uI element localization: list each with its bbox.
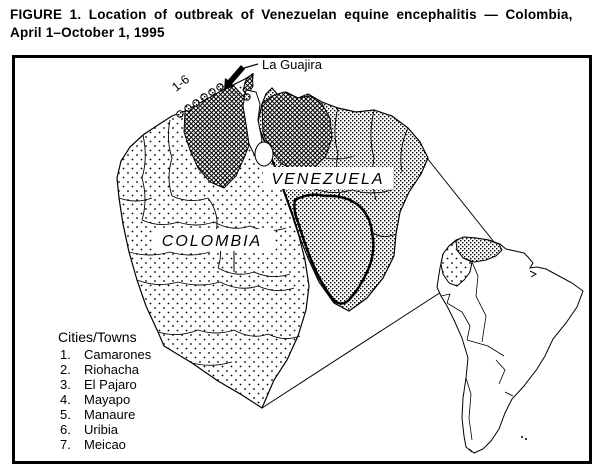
border-line: [446, 302, 471, 341]
city-marker: [216, 83, 224, 91]
legend-item-num: 6.: [60, 422, 71, 437]
city-marker: [192, 99, 200, 107]
legend-item-name: Uribia: [84, 422, 119, 437]
border-line: [311, 187, 393, 194]
city-marker: [200, 93, 208, 101]
border-line: [219, 281, 295, 291]
border-line: [141, 219, 215, 226]
border-line: [466, 339, 505, 357]
border-line: [128, 251, 211, 256]
legend-item-num: 7.: [60, 437, 71, 452]
border-line: [141, 134, 146, 221]
legend-item-num: 4.: [60, 392, 71, 407]
legend-item-num: 3.: [60, 377, 71, 392]
legend-item-name: Riohacha: [84, 362, 140, 377]
border-line: [191, 361, 233, 366]
la-guajira-leader-line: [243, 63, 259, 69]
legend: Cities/Towns 1. Camarones 2. Riohacha 3.…: [58, 329, 152, 452]
inset-map-south-america: [436, 236, 584, 454]
legend-item-name: Meicao: [84, 437, 126, 452]
city-marker: [176, 110, 184, 118]
lake-maracaibo: [254, 141, 274, 167]
legend-title: Cities/Towns: [58, 329, 137, 345]
venezuela-amazonas-state: [293, 193, 375, 305]
city-marker: [208, 88, 216, 96]
border-line: [440, 293, 451, 304]
colombia-label: COLOMBIA: [162, 233, 262, 250]
border-line: [167, 119, 173, 197]
inset-country-borders: [440, 261, 514, 441]
border-line: [400, 127, 409, 173]
la-guajira-label: La Guajira: [262, 57, 323, 72]
legend-item-name: Manaure: [84, 407, 135, 422]
la-guajira-arrow-icon: [224, 65, 245, 90]
figure-title-line1: FIGURE 1. Location of outbreak of Venezu…: [10, 7, 573, 22]
border-line: [465, 377, 473, 441]
border-line: [213, 221, 287, 231]
legend-item: 1. Camarones: [60, 347, 152, 362]
inset-connector-line-top: [426, 157, 499, 248]
colombia-department-borders: [118, 119, 301, 366]
legend-item: 4. Mayapo: [60, 392, 130, 407]
figure-title: FIGURE 1. Location of outbreak of Venezu…: [10, 6, 604, 41]
legend-item-name: El Pajaro: [84, 377, 137, 392]
legend-item-name: Camarones: [84, 347, 152, 362]
border-line: [157, 329, 235, 335]
city-marker: [184, 104, 192, 112]
city-marker-meicao: [243, 93, 251, 101]
border-line: [233, 329, 301, 339]
figure-title-line2: April 1–October 1, 1995: [10, 24, 165, 40]
legend-item-num: 1.: [60, 347, 71, 362]
inset-colombia-highlight: [440, 240, 473, 287]
border-line: [118, 197, 153, 202]
inset-island-speck: [525, 438, 527, 440]
border-line: [371, 231, 397, 237]
border-line: [495, 359, 506, 385]
legend-item: 6. Uribia: [60, 422, 119, 437]
inset-coast-mark: [529, 270, 538, 278]
legend-item-name: Mayapo: [84, 392, 130, 407]
legend-item: 7. Meicao: [60, 437, 126, 452]
inset-island-speck: [521, 436, 523, 438]
legend-item-num: 2.: [60, 362, 71, 377]
border-line: [504, 391, 514, 397]
legend-item-num: 5.: [60, 407, 71, 422]
outbreak-area-zulia: [261, 91, 333, 173]
border-line: [471, 261, 487, 343]
venezuela-label-box: [263, 167, 393, 189]
border-line: [217, 267, 291, 277]
inset-connector-line-bottom: [261, 282, 456, 409]
border-line: [136, 279, 221, 286]
border-line: [171, 195, 209, 201]
venezuela-label: VENEZUELA: [271, 171, 384, 188]
colombia-label-box: [152, 229, 274, 251]
legend-item: 2. Riohacha: [60, 362, 140, 377]
legend-item: 5. Manaure: [60, 407, 135, 422]
city-markers: [176, 83, 251, 118]
legend-item: 3. El Pajaro: [60, 377, 137, 392]
